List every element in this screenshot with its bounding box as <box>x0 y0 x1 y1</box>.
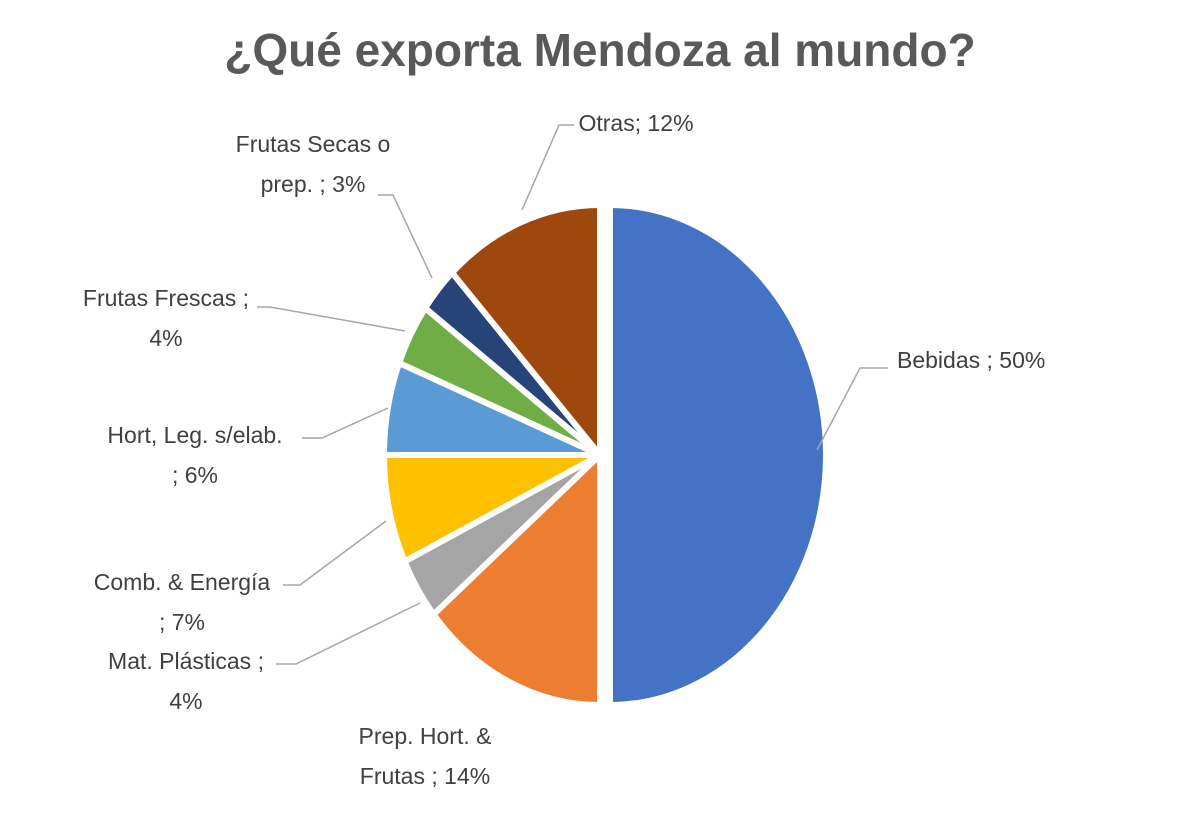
data-label-frutas-frescas: Frutas Frescas ; 4% <box>83 285 249 351</box>
pie-slice-otras <box>449 202 603 458</box>
data-labels: Bebidas ; 50% Prep. Hort. & Frutas ; 14% Ma… <box>83 110 1045 789</box>
pie-slice-prep-hort-frutas <box>430 452 603 708</box>
leader-line-frutas-frescas <box>257 306 406 332</box>
leader-lines <box>257 124 888 665</box>
leader-line-bebidas <box>816 367 888 451</box>
data-label-prep-hort-frutas: Prep. Hort. & Frutas ; 14% <box>359 723 492 789</box>
data-label-hort-leg-s-elab: Hort, Leg. s/elab.; 6% <box>107 422 282 488</box>
leader-line-hort-leg-s-elab <box>302 407 389 439</box>
leader-line-otras <box>521 124 574 211</box>
data-label-otras: Otras; 12% <box>578 110 693 136</box>
pie-slices <box>381 202 829 708</box>
data-label-frutas-secas-o-prep: Frutas Secas o prep. ; 3% <box>236 131 391 197</box>
data-label-comb-energia: Comb. & Energía; 7% <box>94 569 271 635</box>
data-label-mat-plasticas: Mat. Plásticas ; 4% <box>108 648 264 714</box>
leader-line-comb-energia <box>283 520 387 586</box>
leader-line-mat-plasticas <box>276 602 421 665</box>
data-label-bebidas: Bebidas ; 50% <box>897 347 1045 373</box>
leader-line-frutas-secas-o-prep <box>378 194 433 279</box>
pie-slice-bebidas <box>607 202 829 708</box>
chart-title: ¿Qué exporta Mendoza al mundo? <box>224 24 975 76</box>
